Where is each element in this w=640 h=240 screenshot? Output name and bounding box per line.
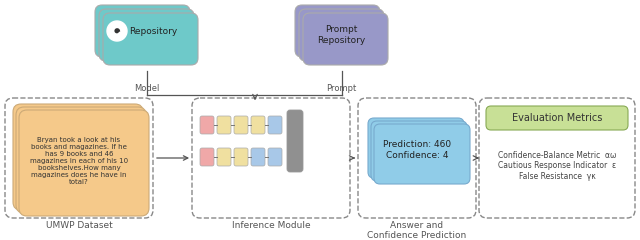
Text: Prompt
Repository: Prompt Repository (317, 25, 365, 45)
FancyBboxPatch shape (251, 148, 265, 166)
Text: UMWP Dataset: UMWP Dataset (45, 221, 113, 230)
FancyBboxPatch shape (200, 116, 214, 134)
FancyBboxPatch shape (95, 5, 190, 57)
Text: Evaluation Metrics: Evaluation Metrics (512, 113, 602, 123)
FancyBboxPatch shape (16, 107, 146, 213)
FancyBboxPatch shape (99, 9, 194, 61)
FancyBboxPatch shape (287, 110, 303, 172)
Text: Model: Model (134, 84, 159, 93)
FancyBboxPatch shape (217, 148, 231, 166)
FancyBboxPatch shape (486, 106, 628, 130)
FancyBboxPatch shape (13, 104, 143, 210)
FancyBboxPatch shape (371, 121, 467, 181)
FancyBboxPatch shape (268, 148, 282, 166)
FancyBboxPatch shape (268, 116, 282, 134)
Text: Answer and
Confidence Prediction: Answer and Confidence Prediction (367, 221, 467, 240)
Text: Repository: Repository (129, 26, 177, 36)
FancyBboxPatch shape (295, 5, 380, 57)
FancyBboxPatch shape (217, 116, 231, 134)
FancyBboxPatch shape (303, 13, 388, 65)
FancyBboxPatch shape (200, 148, 214, 166)
Circle shape (107, 21, 127, 41)
Text: Prediction: 460
Confidence: 4: Prediction: 460 Confidence: 4 (383, 140, 451, 160)
Text: Confidence-Balance Metric  αω
Cautious Response Indicator  ε
False Resistance  γ: Confidence-Balance Metric αω Cautious Re… (498, 151, 616, 181)
FancyBboxPatch shape (368, 118, 464, 178)
FancyBboxPatch shape (234, 148, 248, 166)
FancyBboxPatch shape (234, 116, 248, 134)
FancyBboxPatch shape (19, 110, 149, 216)
Text: Inference Module: Inference Module (232, 221, 310, 230)
FancyBboxPatch shape (103, 13, 198, 65)
FancyBboxPatch shape (251, 116, 265, 134)
Text: Prompt: Prompt (326, 84, 356, 93)
Text: Bryan took a look at his
books and magazines. If he
has 9 books and 46
magazines: Bryan took a look at his books and magaz… (30, 137, 128, 185)
FancyBboxPatch shape (299, 9, 384, 61)
FancyBboxPatch shape (374, 124, 470, 184)
